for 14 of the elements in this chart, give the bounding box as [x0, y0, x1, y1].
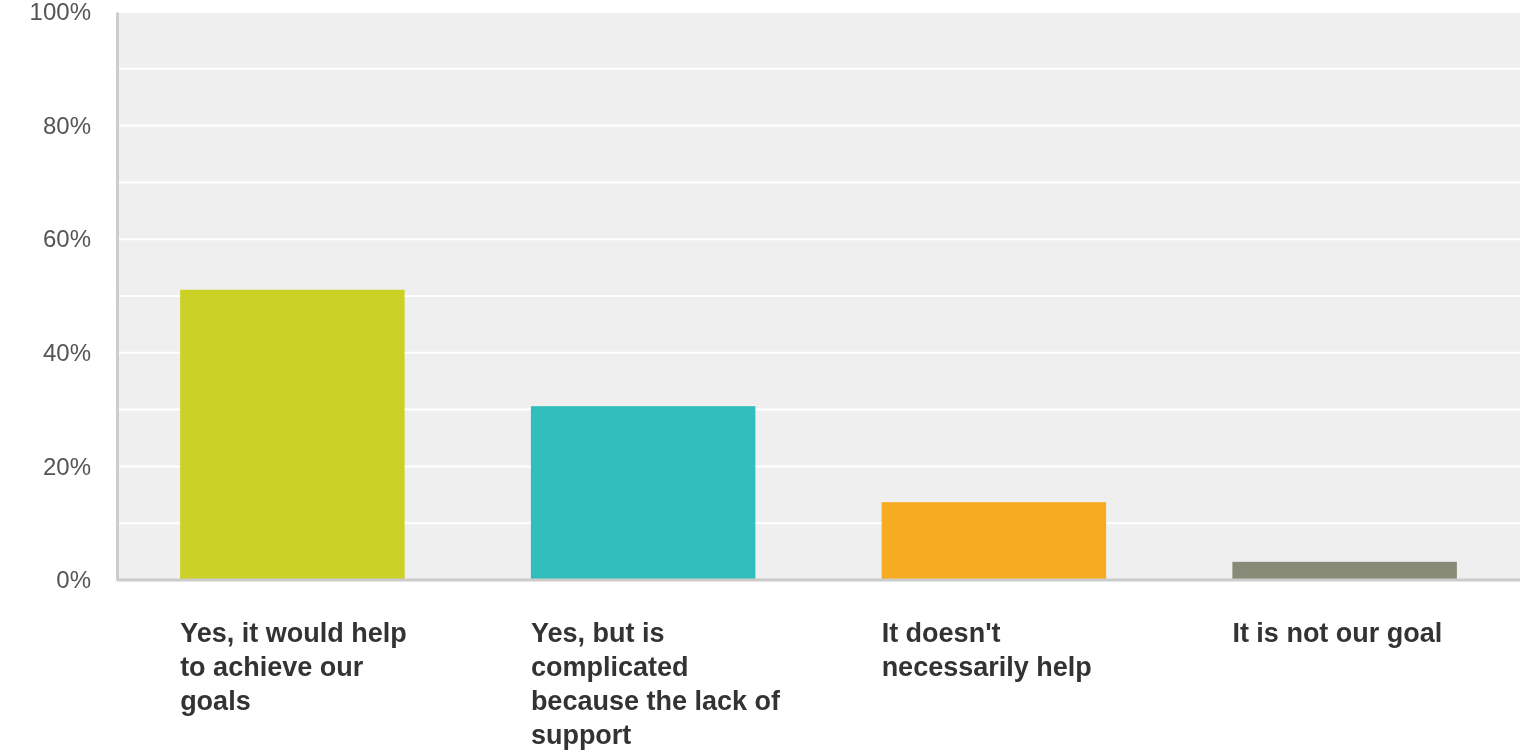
bar: [180, 289, 405, 580]
y-tick-label: 80%: [42, 111, 91, 139]
y-tick-label: 100%: [29, 0, 91, 26]
x-tick-label: Yes, but is complicated because the lack of support: [530, 618, 781, 750]
bar: [530, 406, 756, 580]
bar: [1232, 561, 1457, 580]
y-tick-label: 40%: [42, 338, 91, 366]
bar: [881, 502, 1107, 580]
y-tick-label: 60%: [42, 225, 91, 253]
y-tick-label: 20%: [42, 452, 91, 480]
x-tick-label: Yes, it would help to achieve our goals: [180, 618, 407, 716]
x-tick-label: It is not our goal: [1232, 618, 1443, 648]
y-tick-label: 0%: [56, 566, 91, 594]
x-tick-label: It doesn't necessarily help: [881, 618, 1092, 682]
